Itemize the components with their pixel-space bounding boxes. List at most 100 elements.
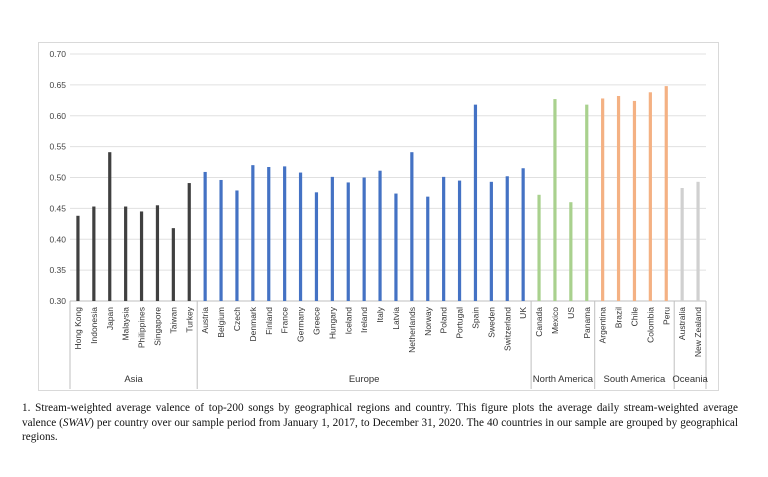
bar [553, 99, 557, 301]
bar [696, 181, 700, 301]
bar [616, 95, 621, 301]
y-axis-ticks: 0.30 0.35 0.40 0.45 0.50 0.55 0.60 0.65 0.70 [49, 49, 66, 306]
category-label: Philippines [137, 307, 147, 348]
category-label: Finland [264, 307, 274, 335]
bar [235, 190, 239, 301]
category-label: Spain [470, 307, 480, 329]
bar [569, 202, 573, 301]
bar [410, 152, 414, 301]
bar [378, 170, 382, 301]
bar [298, 172, 303, 301]
bar [537, 194, 541, 301]
category-label: Czech [232, 307, 242, 331]
bar [457, 180, 462, 301]
bar [283, 166, 287, 301]
group-label: Europe [349, 374, 380, 385]
category-label: New Zealand [693, 307, 703, 357]
caption-text-end: ) per country over our sample period fro… [22, 416, 738, 444]
category-label: Chile [629, 307, 639, 327]
y-tick-label: 0.60 [49, 111, 66, 121]
group-label: North America [533, 374, 594, 385]
category-label: Greece [311, 307, 321, 335]
bar [394, 193, 398, 301]
figure-caption: 1. Stream-weighted average valence of to… [22, 401, 738, 445]
chart-frame: 0.30 0.35 0.40 0.45 0.50 0.55 0.60 0.65 0.70 Hon… [38, 42, 719, 391]
category-label: UK [518, 307, 528, 319]
y-tick-label: 0.70 [49, 49, 66, 59]
category-label: Mexico [550, 307, 560, 334]
category-label: Hong Kong [73, 307, 83, 350]
category-label: Malaysia [121, 307, 131, 341]
category-label: Panama [582, 307, 592, 339]
bar [442, 176, 446, 301]
category-label: Canada [534, 307, 544, 337]
bars [76, 86, 700, 302]
category-label: Portugal [455, 307, 465, 339]
category-label: Peru [661, 307, 671, 325]
category-label: Latvia [391, 307, 401, 330]
bar [171, 228, 175, 301]
bar [426, 196, 430, 301]
category-label: Taiwan [168, 307, 178, 334]
bar [124, 206, 128, 301]
category-label: Austria [200, 307, 210, 334]
bar [489, 181, 493, 301]
group-label: Asia [124, 374, 143, 385]
category-label: Australia [677, 307, 687, 340]
bar [362, 177, 366, 301]
bar [92, 206, 96, 301]
bar [108, 152, 112, 301]
y-tick-label: 0.65 [49, 80, 66, 90]
bar [330, 176, 334, 301]
category-label: Switzerland [502, 307, 512, 351]
bar [680, 187, 684, 301]
bar [664, 86, 668, 301]
category-label: Japan [105, 307, 115, 330]
category-label: Denmark [248, 306, 258, 341]
y-tick-label: 0.40 [49, 234, 66, 244]
category-label: Brazil [614, 307, 624, 328]
gridlines [69, 53, 707, 389]
bar [314, 192, 319, 301]
y-tick-label: 0.50 [49, 173, 66, 183]
bar [76, 215, 80, 301]
caption-italic-term: SWAV [62, 416, 91, 429]
bar [267, 167, 271, 301]
bar [521, 168, 525, 301]
category-label: Germany [296, 306, 306, 342]
bar [632, 100, 637, 302]
bar [155, 205, 160, 301]
category-label: Hungary [327, 306, 337, 339]
category-label: Netherlands [407, 307, 417, 353]
bar [505, 176, 509, 301]
bar [139, 211, 144, 301]
category-label: France [280, 307, 290, 334]
group-label: Oceania [672, 374, 708, 385]
y-tick-label: 0.45 [49, 203, 66, 213]
group-labels: Asia Europe North America South America Ocea… [124, 374, 708, 385]
category-label: Poland [439, 307, 449, 334]
group-label: South America [604, 374, 666, 385]
bar [648, 92, 652, 301]
category-label: Italy [375, 306, 385, 322]
category-labels: Hong Kong Indonesia Japan Malaysia Philippin… [73, 306, 703, 357]
bar [585, 104, 589, 301]
y-tick-label: 0.55 [49, 142, 66, 152]
category-label: Colombia [645, 307, 655, 343]
bar [473, 104, 478, 301]
category-label: Iceland [343, 307, 353, 335]
category-label: Turkey [184, 306, 194, 332]
bar-chart: 0.30 0.35 0.40 0.45 0.50 0.55 0.60 0.65 0.70 Hon… [49, 49, 709, 389]
bar [187, 183, 191, 301]
bar [203, 171, 207, 301]
bar [251, 165, 255, 301]
category-label: Argentina [598, 307, 608, 344]
category-label: Sweden [486, 307, 496, 338]
y-tick-label: 0.35 [49, 265, 66, 275]
category-label: Norway [423, 306, 433, 336]
category-label: Indonesia [89, 307, 99, 344]
category-label: Ireland [359, 307, 369, 333]
caption-text-start: 1. Stream-weighted average valence of to… [22, 402, 738, 429]
bar [346, 182, 350, 301]
category-label: Singapore [152, 307, 162, 346]
